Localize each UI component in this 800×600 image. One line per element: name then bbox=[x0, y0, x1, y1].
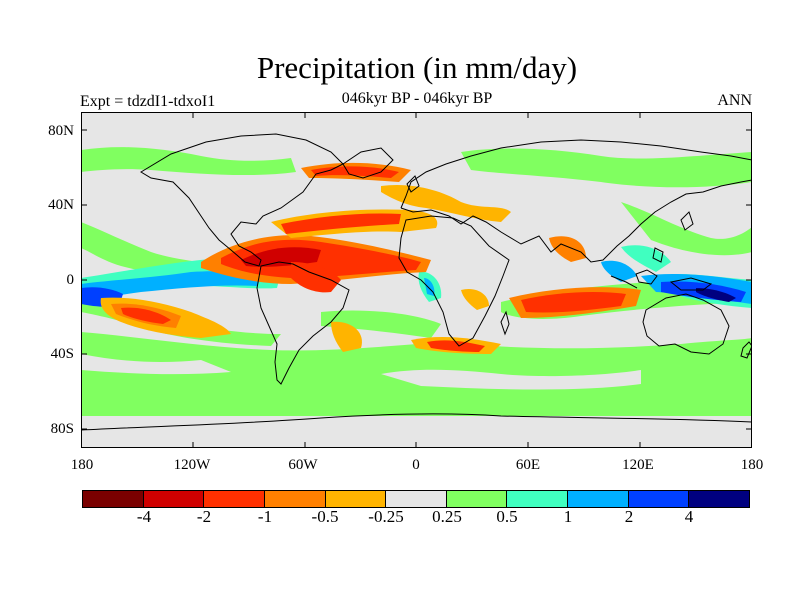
colorbar-segment bbox=[143, 491, 205, 507]
map-frame bbox=[81, 112, 752, 448]
north-pacific-wet-band bbox=[81, 147, 296, 176]
colorbar-segment bbox=[264, 491, 326, 507]
experiment-label: Expt = tdzdI1-tdxoI1 bbox=[80, 93, 216, 110]
antarctica-coast bbox=[81, 413, 752, 431]
borneo-coast bbox=[635, 269, 658, 285]
new-zealand-coast bbox=[740, 341, 752, 359]
lat-label-40n: 40N bbox=[48, 197, 74, 213]
colorbar bbox=[82, 490, 750, 508]
new-guinea-coast bbox=[669, 277, 713, 291]
british-isles-coast bbox=[406, 175, 420, 193]
colorbar-label: -2 bbox=[196, 507, 212, 526]
colorbar-segment bbox=[446, 491, 508, 507]
lat-label-0: 0 bbox=[66, 272, 75, 288]
colorbar-segment bbox=[689, 491, 750, 507]
japan-coast bbox=[680, 211, 694, 231]
eurasia-wet-band bbox=[461, 148, 752, 188]
lon-label-180e: 180 bbox=[740, 457, 764, 473]
africa-coast bbox=[398, 215, 510, 347]
colorbar-label: 0.5 bbox=[496, 507, 518, 526]
north-america-coast bbox=[140, 133, 344, 267]
colorbar-label: -0.25 bbox=[368, 507, 404, 526]
season-label: ANN bbox=[717, 92, 752, 109]
south-america-coast bbox=[256, 261, 350, 385]
colorbar-label: 4 bbox=[684, 507, 694, 526]
colorbar-label: -0.5 bbox=[311, 507, 339, 526]
lon-label-120e: 120E bbox=[622, 457, 654, 473]
precipitation-map bbox=[81, 112, 752, 448]
colorbar-segment bbox=[204, 491, 265, 507]
greenland-coast bbox=[342, 147, 394, 179]
colorbar-segment bbox=[83, 491, 144, 507]
colorbar-segment bbox=[628, 491, 690, 507]
lon-label-180w: 180 bbox=[70, 457, 94, 473]
eurasia-south-coast bbox=[400, 179, 752, 263]
colorbar-segment bbox=[386, 491, 447, 507]
lat-label-80n: 80N bbox=[48, 123, 74, 139]
lon-label-60e: 60E bbox=[515, 457, 541, 473]
colorbar-label: 0.25 bbox=[432, 507, 462, 526]
eurasia-north-coast bbox=[400, 139, 752, 209]
colorbar-segment bbox=[507, 491, 569, 507]
plot-subtitle: 046kyr BP - 046kyr BP bbox=[341, 90, 493, 107]
lon-label-60w: 60W bbox=[288, 457, 318, 473]
precip-contours bbox=[81, 147, 752, 416]
coastlines bbox=[81, 133, 752, 431]
lat-label-40s: 40S bbox=[50, 346, 74, 362]
australia-coast bbox=[642, 293, 730, 355]
colorbar-label: -4 bbox=[136, 507, 152, 526]
colorbar-label: 1 bbox=[563, 507, 573, 526]
sumatra-coast bbox=[610, 275, 638, 289]
lat-label-80s: 80S bbox=[50, 421, 74, 437]
colorbar-segment bbox=[568, 491, 629, 507]
lon-label-0: 0 bbox=[412, 457, 420, 473]
madagascar-coast bbox=[500, 310, 510, 336]
colorbar-label: 2 bbox=[624, 507, 634, 526]
lon-label-120w: 120W bbox=[173, 457, 211, 473]
colorbar-segment bbox=[325, 491, 387, 507]
colorbar-label: -1 bbox=[257, 507, 273, 526]
philippines-coast bbox=[652, 247, 664, 263]
plot-title: Precipitation (in mm/day) bbox=[256, 50, 578, 85]
